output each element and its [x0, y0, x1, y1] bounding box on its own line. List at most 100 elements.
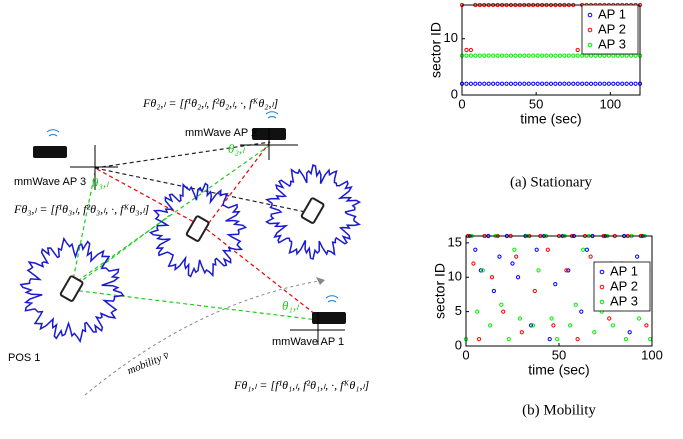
x-axis-label: time (sec): [528, 362, 589, 378]
legend-marker: [599, 299, 605, 305]
point: [468, 47, 473, 53]
point: [468, 81, 473, 86]
point: [566, 268, 571, 273]
point: [477, 53, 482, 58]
point: [575, 81, 580, 86]
point: [540, 53, 545, 58]
beam-pattern: [19, 236, 125, 344]
point: [475, 309, 480, 314]
point: [607, 316, 612, 321]
point: [602, 81, 607, 86]
y-axis-label: sector ID: [428, 22, 444, 78]
formula: Fθ₂,ₗ = [f¹θ₂,ₗ, f²θ₂,ₗ, ·, fᴷθ₂,ₗ]: [142, 96, 278, 110]
point: [513, 53, 518, 58]
point: [588, 81, 594, 86]
point: [482, 53, 487, 58]
mobility-path: [84, 279, 326, 396]
angle-label: θ₃,ₗ: [92, 175, 109, 190]
point: [468, 53, 473, 58]
point: [620, 81, 625, 86]
legend-marker: [587, 42, 593, 48]
point: [517, 316, 523, 321]
point: [514, 254, 519, 259]
point: [592, 330, 597, 335]
point: [611, 53, 616, 58]
y-tick-label: 5: [455, 303, 462, 318]
point: [540, 81, 545, 86]
point: [473, 53, 478, 58]
x-tick-label: 0: [462, 347, 469, 362]
legend-marker: [599, 284, 605, 290]
ap-label: mmWave AP 1: [272, 336, 344, 348]
point: [488, 323, 493, 328]
point: [499, 302, 504, 307]
point: [584, 53, 589, 58]
point: [579, 309, 584, 314]
point: [512, 247, 517, 252]
point: [526, 53, 531, 58]
point: [580, 53, 585, 58]
diagram: [19, 111, 362, 396]
point: [566, 53, 571, 58]
point: [557, 53, 563, 58]
point: [530, 323, 536, 328]
ap-label: mmWave AP 2: [185, 127, 257, 139]
point: [491, 81, 496, 86]
point: [575, 53, 580, 58]
legend-label: AP 2: [598, 21, 626, 36]
point: [636, 316, 642, 321]
point: [635, 254, 640, 259]
point: [597, 53, 603, 58]
angle-label: θ₁,ₗ: [282, 298, 299, 313]
point: [489, 275, 495, 280]
point: [471, 261, 476, 266]
point: [545, 247, 550, 252]
point: [624, 81, 629, 86]
beam-pattern: [148, 182, 248, 278]
point: [573, 302, 578, 307]
y-tick-label: 0: [455, 337, 462, 352]
point: [473, 247, 478, 252]
point: [551, 323, 556, 328]
point: [620, 53, 625, 58]
point: [517, 53, 522, 58]
caption: (b) Mobility: [522, 402, 596, 418]
point: [629, 81, 634, 86]
point: [544, 53, 549, 58]
point: [568, 323, 573, 328]
y-tick-label: 10: [448, 269, 462, 284]
point: [624, 53, 629, 58]
point: [510, 261, 515, 266]
point: [557, 81, 563, 86]
formula: Fθ₁,ₗ = [f¹θ₁,ₗ, f²θ₁,ₗ, ·, fᴷθ₁,ₗ]: [233, 378, 369, 392]
point: [588, 254, 593, 259]
y-tick-label: 10: [444, 30, 458, 45]
point: [553, 282, 558, 287]
point: [508, 81, 514, 86]
legend-label: AP 3: [610, 293, 638, 308]
point: [553, 53, 558, 58]
point: [602, 53, 607, 58]
point: [515, 275, 521, 280]
point: [566, 81, 571, 86]
point: [531, 53, 536, 58]
point: [529, 323, 534, 328]
point: [629, 53, 634, 58]
point: [555, 337, 560, 342]
point: [536, 268, 541, 273]
point: [633, 53, 638, 58]
point: [535, 81, 540, 86]
point: [477, 81, 482, 86]
point: [531, 81, 536, 86]
x-tick-label: 100: [599, 96, 621, 111]
point: [495, 53, 500, 58]
point: [549, 316, 554, 321]
point: [571, 81, 576, 86]
point: [575, 337, 580, 342]
point: [534, 247, 539, 252]
x-axis-label: time (sec): [520, 111, 581, 127]
point: [504, 81, 509, 86]
phone: [185, 215, 210, 242]
point: [519, 330, 524, 335]
